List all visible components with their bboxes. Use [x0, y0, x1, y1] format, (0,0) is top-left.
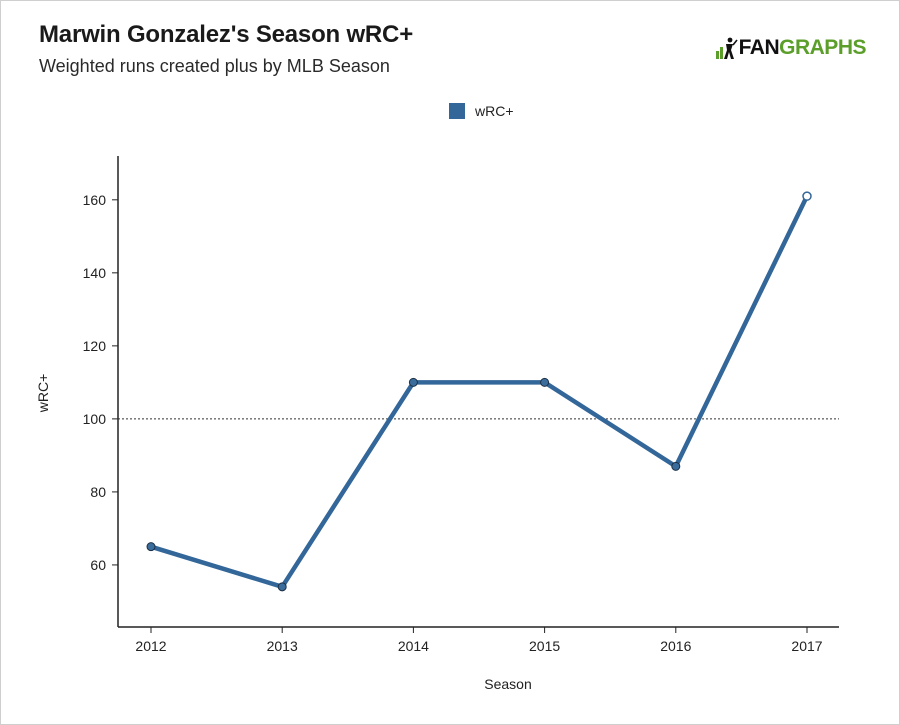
fangraphs-logo[interactable]: FAN GRAPHS: [715, 36, 866, 60]
y-tick-label: 120: [83, 338, 107, 354]
legend: wRC+: [449, 103, 514, 119]
logo-text-graphs: GRAPHS: [779, 36, 866, 59]
legend-swatch: [449, 103, 465, 119]
x-tick-label: 2016: [660, 638, 691, 654]
x-tick-label: 2012: [135, 638, 166, 654]
x-tick-label: 2013: [267, 638, 298, 654]
x-tick-label: 2015: [529, 638, 560, 654]
y-tick-label: 140: [83, 265, 107, 281]
data-point[interactable]: [540, 377, 550, 387]
logo-text-fan: FAN: [738, 36, 780, 59]
chart-title: Marwin Gonzalez's Season wRC+: [39, 21, 414, 48]
chart-subtitle: Weighted runs created plus by MLB Season: [39, 56, 390, 76]
series-layer: [146, 191, 812, 592]
y-tick-label: 100: [83, 411, 107, 427]
y-tick-label: 80: [90, 484, 106, 500]
data-point[interactable]: [802, 191, 812, 201]
y-axis-label: wRC+: [35, 374, 51, 414]
x-tick-label: 2017: [791, 638, 822, 654]
data-point[interactable]: [146, 542, 156, 552]
data-point[interactable]: [277, 582, 287, 592]
y-tick-label: 160: [83, 192, 107, 208]
y-tick-label: 60: [90, 557, 106, 573]
x-axis-label: Season: [484, 676, 531, 692]
series-line: [148, 193, 810, 590]
data-point[interactable]: [408, 377, 418, 387]
x-tick-label: 2014: [398, 638, 429, 654]
axes: 60 80 100 120 140 160 2012 2013 2014 2015 2016 2017: [83, 156, 839, 654]
data-point[interactable]: [671, 461, 681, 471]
fangraphs-logo-icon: [715, 37, 738, 59]
legend-label: wRC+: [475, 103, 514, 119]
